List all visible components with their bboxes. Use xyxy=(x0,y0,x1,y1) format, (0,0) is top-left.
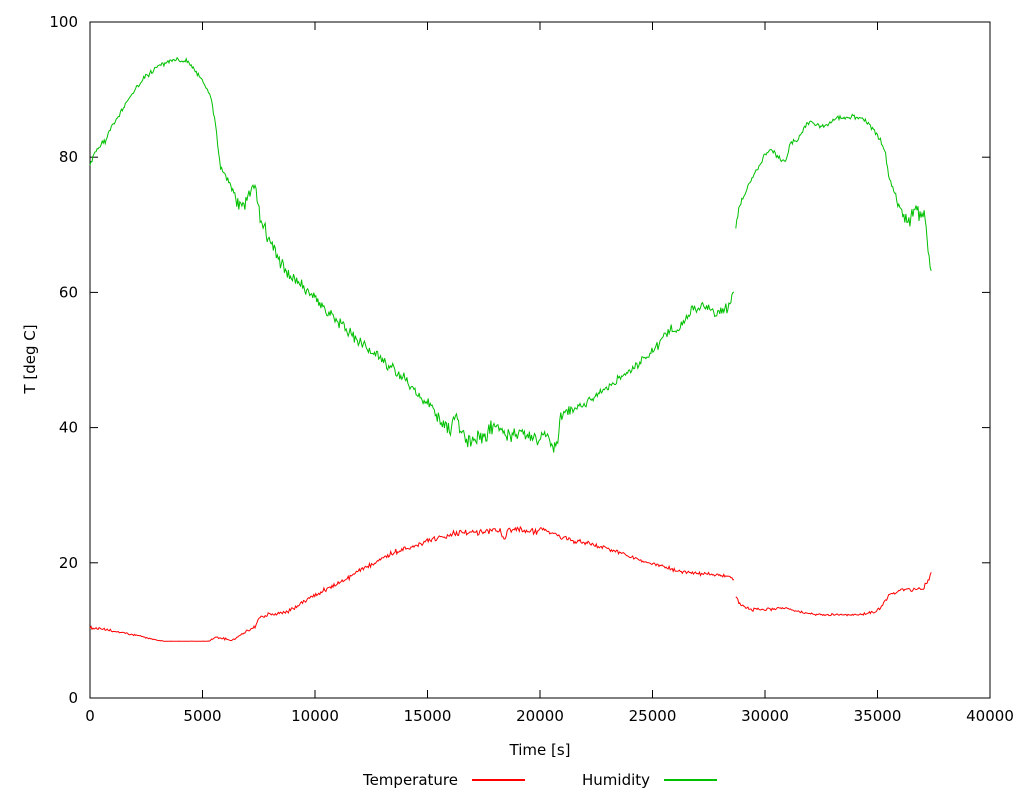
x-tick-label: 25000 xyxy=(629,707,677,725)
y-tick-label: 40 xyxy=(59,419,78,437)
humidity-series-line xyxy=(735,113,932,271)
y-tick-label: 20 xyxy=(59,554,78,572)
y-tick-label: 60 xyxy=(59,283,78,301)
x-axis-title: Time [s] xyxy=(509,741,571,759)
temperature-series-line xyxy=(89,525,735,642)
legend-label-humidity: Humidity xyxy=(582,771,651,789)
x-tick-label: 30000 xyxy=(741,707,789,725)
x-tick-label: 35000 xyxy=(854,707,902,725)
y-tick-label: 0 xyxy=(68,689,78,707)
legend-line-sample-temperature xyxy=(472,779,525,781)
plot-border xyxy=(89,21,991,699)
y-tick-label: 80 xyxy=(59,148,78,166)
x-tick-label: 5000 xyxy=(183,707,221,725)
legend-item-humidity: Humidity xyxy=(582,771,718,789)
x-tick-label: 15000 xyxy=(404,707,452,725)
y-tick-label: 100 xyxy=(49,13,78,31)
legend: Temperature Humidity xyxy=(90,771,990,789)
y-axis-title: T [deg C] xyxy=(21,324,39,394)
temperature-series-line xyxy=(735,572,932,617)
x-tick-label: 20000 xyxy=(516,707,564,725)
legend-line-sample-humidity xyxy=(664,779,718,781)
humidity-series-line xyxy=(89,56,735,453)
legend-item-temperature: Temperature xyxy=(363,771,525,789)
legend-label-temperature: Temperature xyxy=(362,771,458,789)
x-tick-label: 0 xyxy=(85,707,95,725)
x-tick-label: 40000 xyxy=(966,707,1014,725)
x-tick-label: 10000 xyxy=(291,707,339,725)
